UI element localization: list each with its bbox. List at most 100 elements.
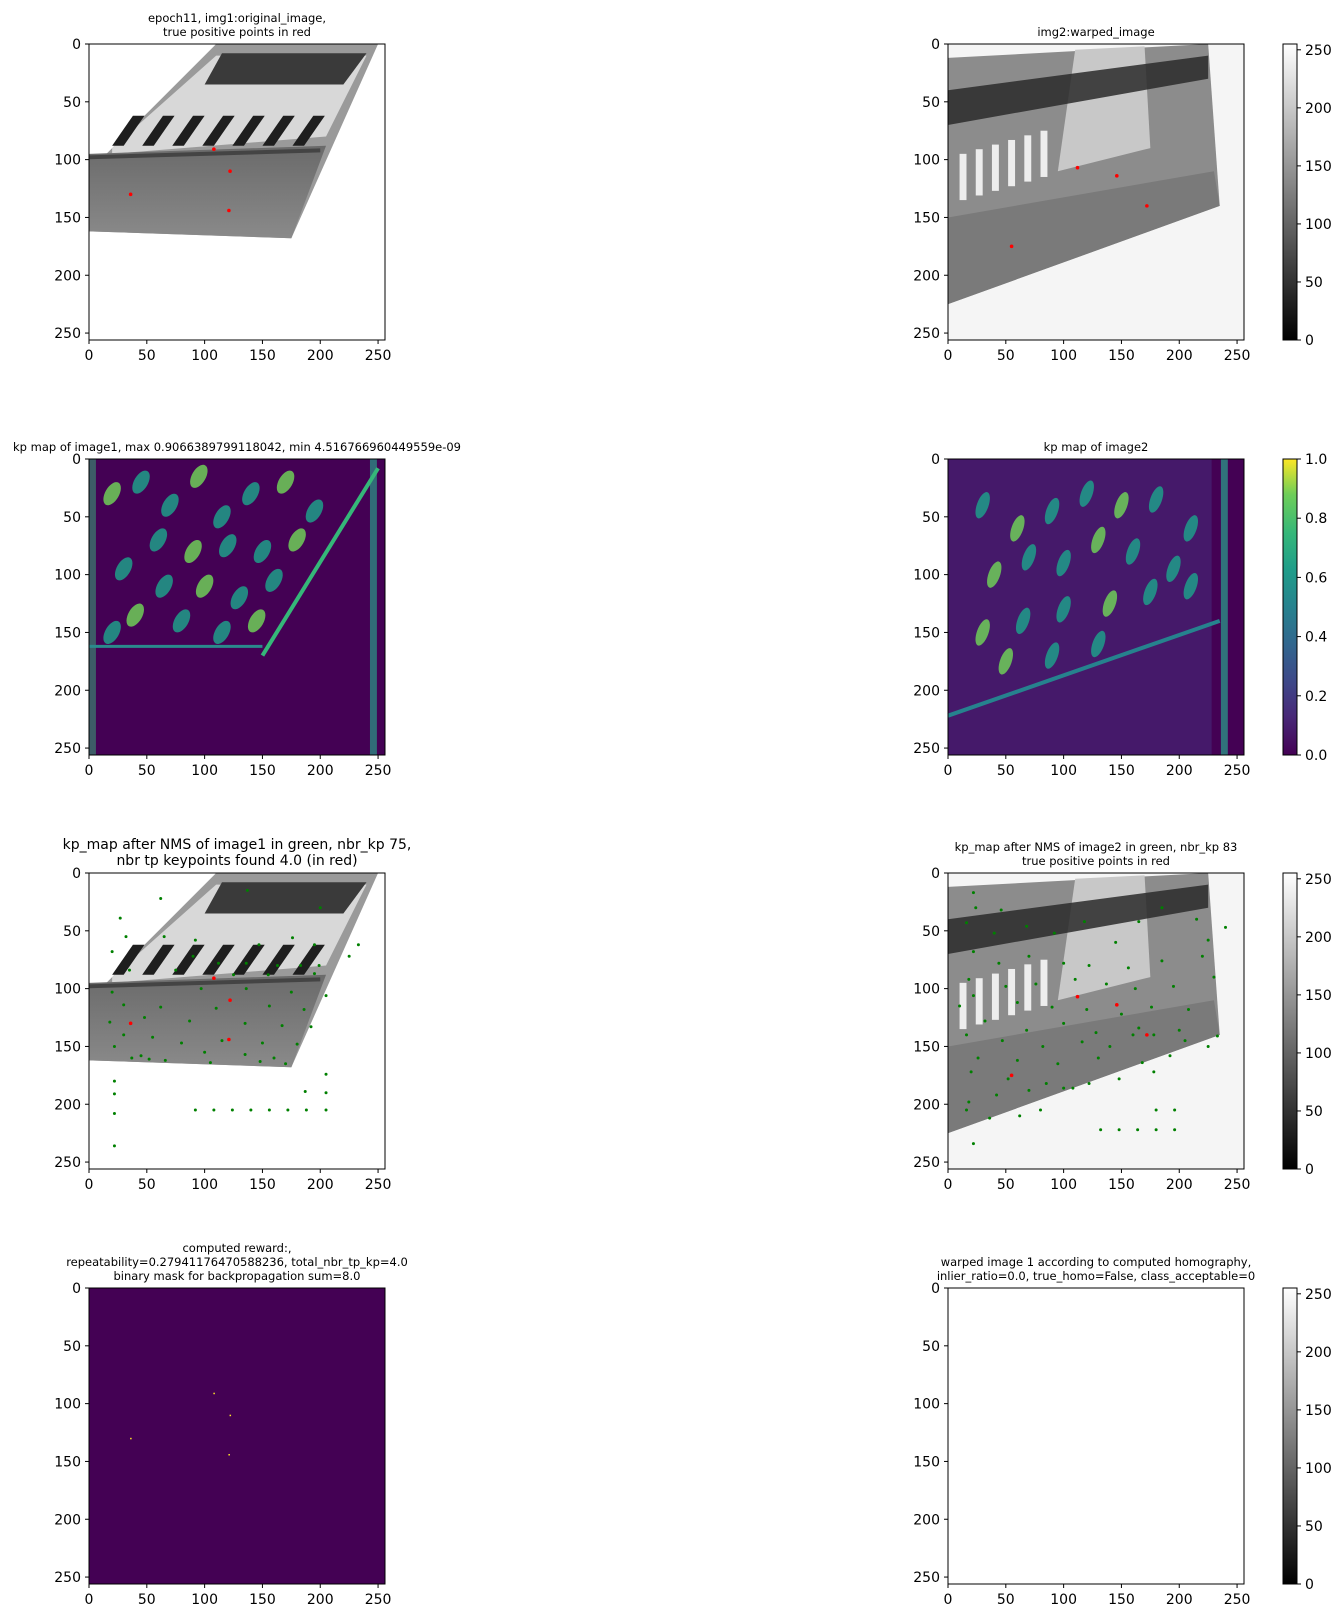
keypoint-green bbox=[180, 1041, 183, 1045]
colorbar-tick-label: 0 bbox=[1305, 333, 1314, 349]
keypoint-green bbox=[356, 943, 360, 947]
panel-title-line: kp map of image2 bbox=[1044, 440, 1149, 454]
keypoint-green bbox=[1152, 1033, 1156, 1037]
colorbar bbox=[1282, 458, 1298, 756]
keypoint-green bbox=[971, 950, 975, 954]
keypoint-green bbox=[212, 1108, 216, 1112]
y-tick-label: 150 bbox=[913, 1454, 940, 1470]
keypoint-green bbox=[232, 973, 236, 977]
panel-title-line: true positive points in red bbox=[163, 25, 311, 39]
colorbar-tick-label: 100 bbox=[1305, 217, 1332, 233]
kpmap-blob bbox=[1183, 515, 1199, 542]
x-tick-label: 200 bbox=[307, 763, 334, 779]
y-tick-label: 50 bbox=[63, 510, 81, 526]
true-positive-red bbox=[1009, 244, 1014, 249]
keypoint-green bbox=[1154, 1108, 1158, 1112]
colorbar-tick-label: 200 bbox=[1305, 930, 1332, 946]
keypoint-green bbox=[1018, 1114, 1022, 1118]
kpmap-blob bbox=[998, 648, 1014, 675]
axes-frame bbox=[88, 1287, 386, 1585]
keypoint-green bbox=[266, 973, 270, 977]
keypoint-green bbox=[1117, 1077, 1121, 1081]
kpmap-blob bbox=[265, 568, 283, 592]
keypoint-green bbox=[1052, 931, 1056, 935]
keypoint-green bbox=[191, 954, 195, 958]
image-stripe bbox=[959, 153, 967, 201]
keypoint-green bbox=[1087, 1081, 1091, 1085]
keypoint-green bbox=[220, 1039, 224, 1043]
colorbar-tick-label: 0.8 bbox=[1305, 511, 1327, 527]
keypoint-green bbox=[124, 935, 128, 939]
kpmap-blob bbox=[213, 620, 231, 644]
y-tick-label: 0 bbox=[931, 866, 940, 882]
y-tick-label: 150 bbox=[913, 210, 940, 226]
image-stripe bbox=[1040, 959, 1048, 1006]
kpmap-blob bbox=[161, 493, 179, 517]
y-tick-label: 100 bbox=[54, 1397, 81, 1413]
y-tick-label: 250 bbox=[913, 1570, 940, 1586]
keypoint-green bbox=[1108, 1044, 1112, 1048]
kpmap-blob bbox=[247, 609, 266, 633]
colorbar-tick-label: 200 bbox=[1305, 1345, 1332, 1361]
x-tick-label: 100 bbox=[1050, 763, 1077, 779]
keypoint-green bbox=[1154, 1128, 1158, 1132]
panel-p2: 0 50 100 150 200 250050100150200250img2:warpe… bbox=[913, 25, 1331, 364]
keypoint-green bbox=[1160, 959, 1164, 963]
keypoint-green bbox=[112, 1079, 116, 1083]
x-tick-label: 50 bbox=[138, 763, 156, 779]
keypoint-green bbox=[243, 1053, 247, 1057]
keypoint-green bbox=[1025, 924, 1029, 928]
y-tick-label: 50 bbox=[922, 924, 940, 940]
x-tick-label: 200 bbox=[1166, 1592, 1193, 1608]
keypoint-green bbox=[1119, 1012, 1123, 1016]
colorbar-tick-label: 0.2 bbox=[1305, 689, 1327, 705]
kpmap-edge-left bbox=[89, 459, 96, 755]
keypoint-green bbox=[193, 938, 197, 942]
keypoint-green bbox=[1117, 1128, 1121, 1132]
keypoint-green bbox=[110, 950, 114, 954]
keypoint-green bbox=[1085, 1007, 1089, 1011]
image-stripe bbox=[262, 944, 295, 975]
panel-title-line: binary mask for backpropagation sum=8.0 bbox=[114, 1269, 361, 1283]
keypoint-green bbox=[1224, 925, 1227, 929]
keypoint-green bbox=[1152, 1070, 1156, 1074]
keypoint-green bbox=[112, 1144, 116, 1148]
keypoint-green bbox=[112, 1092, 116, 1096]
keypoint-green bbox=[967, 977, 971, 981]
kpmap-blob bbox=[126, 603, 144, 627]
true-positive-red bbox=[228, 169, 232, 173]
keypoint-green bbox=[286, 1108, 290, 1112]
x-tick-label: 100 bbox=[1050, 1592, 1077, 1608]
keypoint-green bbox=[1034, 982, 1038, 986]
colorbar-tick-label: 200 bbox=[1305, 101, 1332, 117]
y-tick-label: 100 bbox=[913, 568, 940, 584]
panel-image bbox=[948, 873, 1244, 1169]
y-tick-label: 100 bbox=[913, 1397, 940, 1413]
keypoint-green bbox=[1041, 1044, 1045, 1048]
keypoint-green bbox=[969, 1070, 973, 1074]
image-roof bbox=[948, 55, 1209, 125]
keypoint-green bbox=[1126, 966, 1130, 970]
keypoint-green bbox=[995, 1093, 999, 1097]
y-tick-label: 0 bbox=[72, 37, 81, 53]
x-tick-label: 250 bbox=[365, 1592, 392, 1608]
image-stripe bbox=[1040, 130, 1048, 177]
y-tick-label: 250 bbox=[54, 1155, 81, 1171]
axes-frame bbox=[88, 458, 386, 756]
kpmap-blob bbox=[1056, 596, 1071, 623]
y-tick-label: 200 bbox=[54, 1097, 81, 1113]
image-stripe bbox=[1024, 964, 1032, 1011]
y-tick-label: 150 bbox=[913, 1039, 940, 1055]
kpmap-blob bbox=[253, 539, 272, 564]
x-tick-label: 250 bbox=[365, 1177, 392, 1193]
y-tick-label: 0 bbox=[931, 1281, 940, 1297]
kpmap-edge-right bbox=[1220, 459, 1228, 755]
panel-title-line: nbr tp keypoints found 4.0 (in red) bbox=[116, 853, 357, 869]
true-positive-red bbox=[128, 192, 133, 197]
x-tick-label: 0 bbox=[944, 763, 953, 779]
true-positive-red bbox=[1145, 1033, 1149, 1037]
keypoint-green bbox=[309, 1025, 313, 1029]
